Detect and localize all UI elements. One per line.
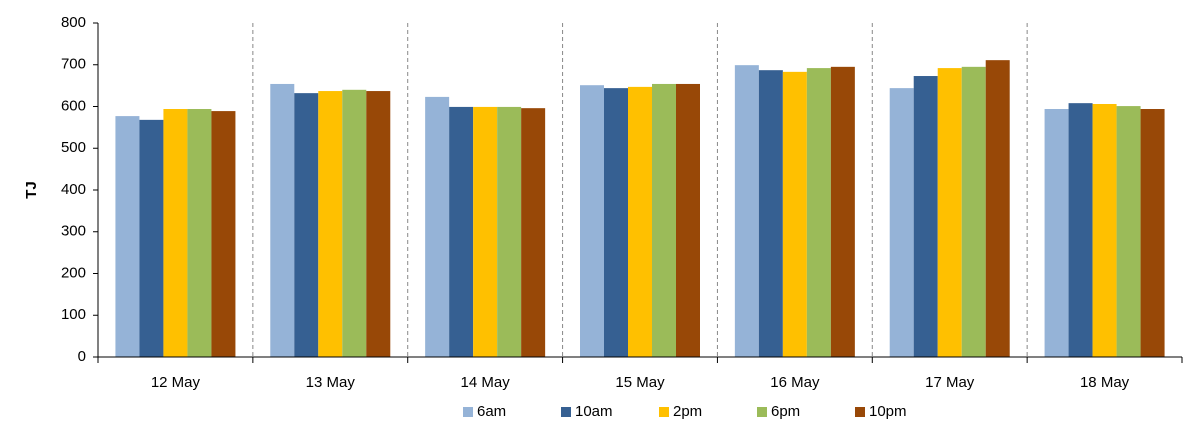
bar — [366, 91, 391, 358]
bar — [961, 66, 986, 358]
x-tick-label: 14 May — [461, 374, 511, 391]
bar — [604, 88, 628, 357]
y-tick-label: 600 — [61, 97, 86, 114]
y-tick-label: 700 — [61, 56, 86, 73]
bar — [1116, 106, 1141, 358]
x-tick-label: 18 May — [1080, 374, 1130, 391]
bar — [734, 65, 759, 357]
y-tick-label: 800 — [61, 14, 86, 31]
y-tick-label: 200 — [61, 264, 86, 281]
bar — [889, 88, 914, 357]
bar — [115, 116, 140, 357]
legend-swatch — [463, 407, 473, 417]
bar — [830, 66, 855, 358]
legend-label: 2pm — [673, 403, 702, 420]
legend-swatch — [757, 407, 767, 417]
bar — [1044, 109, 1069, 357]
legend-swatch — [561, 407, 571, 417]
x-tick-label: 13 May — [306, 374, 356, 391]
y-tick-label: 100 — [61, 306, 86, 323]
bar — [342, 89, 367, 358]
bar — [758, 70, 783, 358]
y-tick-label: 0 — [78, 348, 86, 365]
legend-swatch — [855, 407, 865, 417]
bar — [318, 91, 343, 358]
bar — [676, 83, 700, 357]
y-tick-label: 300 — [61, 223, 86, 240]
bar — [1068, 103, 1093, 357]
y-tick-label: 500 — [61, 139, 86, 156]
bar — [580, 85, 604, 358]
bar — [163, 109, 188, 357]
bar — [521, 108, 546, 357]
bar — [1140, 109, 1165, 357]
legend-label: 10am — [575, 403, 613, 420]
bar — [652, 83, 676, 357]
legend-label: 10pm — [869, 403, 907, 420]
y-tick-label: 400 — [61, 181, 86, 198]
legend-swatch — [659, 407, 669, 417]
x-tick-label: 12 May — [151, 374, 201, 391]
bar — [473, 106, 498, 357]
bar — [1092, 103, 1117, 358]
x-tick-label: 15 May — [615, 374, 665, 391]
bar — [913, 76, 938, 358]
bar — [187, 109, 212, 357]
legend-label: 6pm — [771, 403, 800, 420]
bar — [806, 68, 831, 357]
bar — [270, 83, 295, 357]
bar — [139, 119, 164, 357]
bar — [782, 71, 807, 357]
bar — [449, 106, 474, 357]
bar — [937, 68, 962, 357]
x-tick-label: 16 May — [770, 374, 820, 391]
bar — [985, 60, 1010, 357]
bar — [211, 111, 236, 357]
bar — [425, 96, 450, 358]
bar — [497, 106, 522, 357]
bar — [628, 86, 652, 357]
legend-label: 6am — [477, 403, 506, 420]
y-axis-label: TJ — [23, 181, 40, 199]
x-tick-label: 17 May — [925, 374, 975, 391]
bar — [294, 93, 319, 357]
